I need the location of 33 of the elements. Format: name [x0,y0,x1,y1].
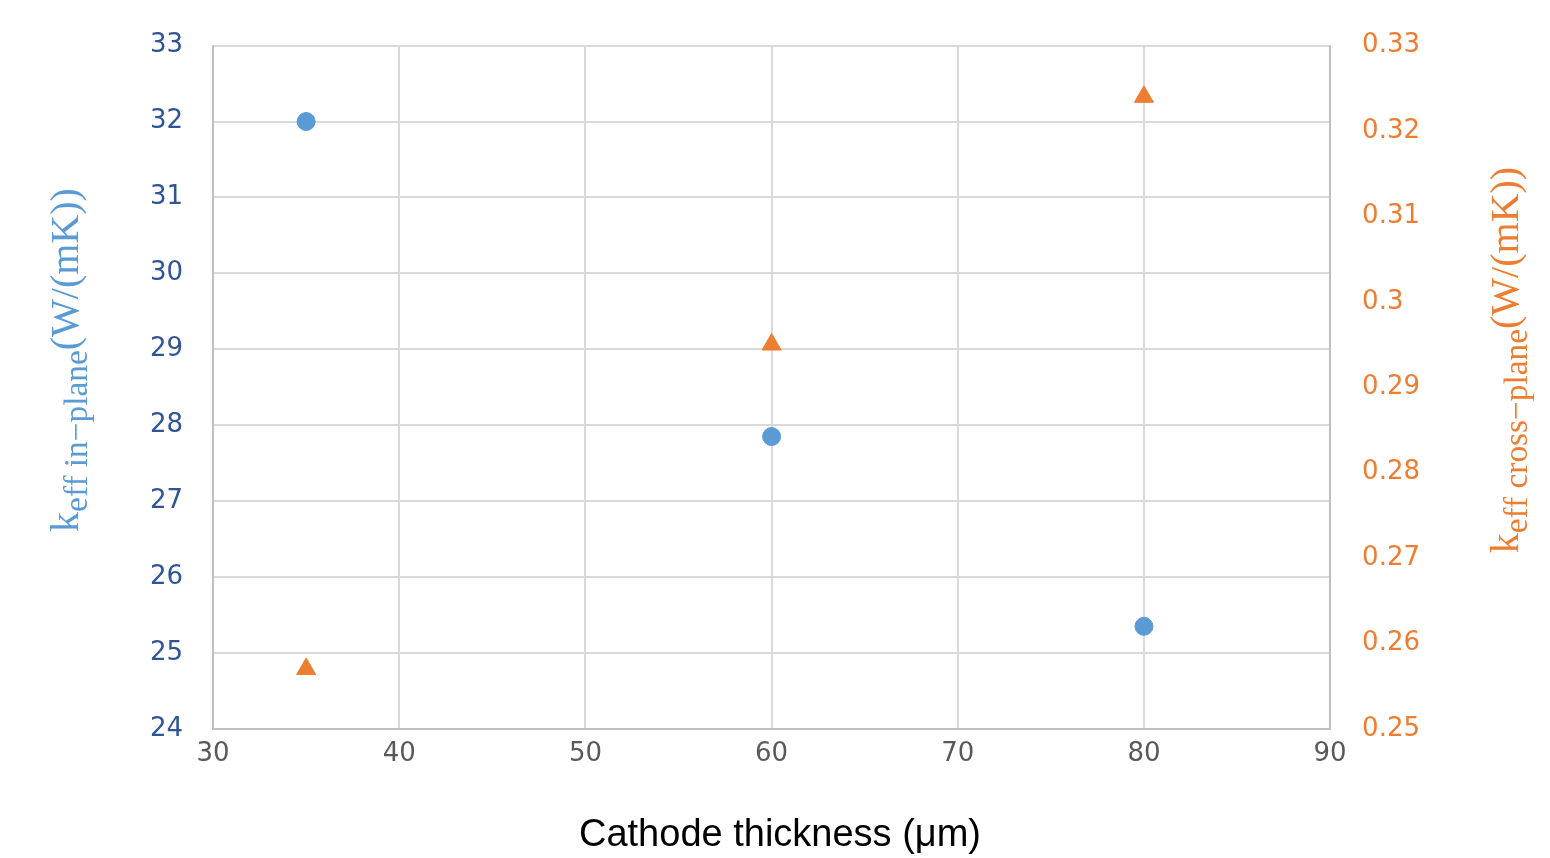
y2-tick-label: 0.28 [1362,455,1420,486]
x-tick-label: 50 [568,737,602,768]
x-tick-label: 30 [196,737,230,768]
point [296,657,317,676]
y-tick-label: 24 [149,711,184,742]
y-tick-label: 30 [149,256,184,287]
x-tick-label: 40 [382,737,416,768]
x-tick-label: 70 [941,737,975,768]
y2-tick-label: 0.27 [1362,540,1420,571]
y2-tick-label: 0.33 [1362,28,1420,59]
y2-tick-label: 0.31 [1362,199,1420,230]
y-tick-label: 32 [149,104,184,135]
y2-tick-label: 0.26 [1362,626,1420,657]
y2-tick-label: 0.29 [1362,369,1420,400]
y-tick-label: 25 [149,635,184,666]
x-axis-title: Cathode thickness (μm) [578,812,982,855]
y-tick-label: 31 [149,180,184,211]
y-tick-label: 27 [149,483,184,514]
point [762,427,782,447]
y-tick-label: 28 [149,407,184,438]
x-tick-label: 90 [1313,737,1347,768]
y2-tick-label: 0.3 [1362,284,1404,315]
y2-tick-label: 0.32 [1362,113,1420,144]
x-tick-label: 60 [755,737,789,768]
point [1133,85,1154,103]
y2-tick-label: 0.25 [1362,711,1420,742]
y-tick-label: 33 [149,28,184,59]
point [296,112,316,132]
x-tick-label: 80 [1127,737,1161,768]
y-tick-label: 26 [149,559,184,590]
y-tick-label: 29 [149,331,184,362]
point [1134,616,1154,636]
point [761,333,782,351]
